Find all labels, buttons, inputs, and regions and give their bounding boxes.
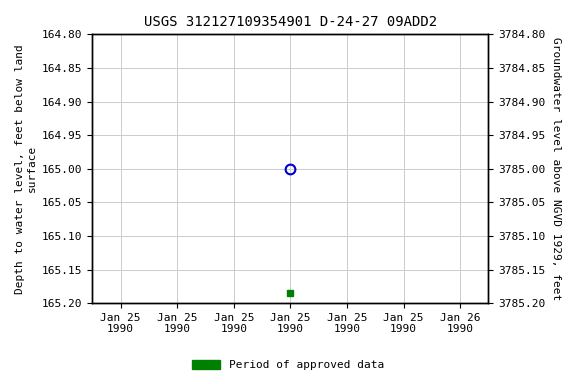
Title: USGS 312127109354901 D-24-27 09ADD2: USGS 312127109354901 D-24-27 09ADD2 (144, 15, 437, 29)
Legend: Period of approved data: Period of approved data (188, 355, 388, 375)
Y-axis label: Depth to water level, feet below land
surface: Depth to water level, feet below land su… (15, 44, 37, 294)
Y-axis label: Groundwater level above NGVD 1929, feet: Groundwater level above NGVD 1929, feet (551, 37, 561, 300)
